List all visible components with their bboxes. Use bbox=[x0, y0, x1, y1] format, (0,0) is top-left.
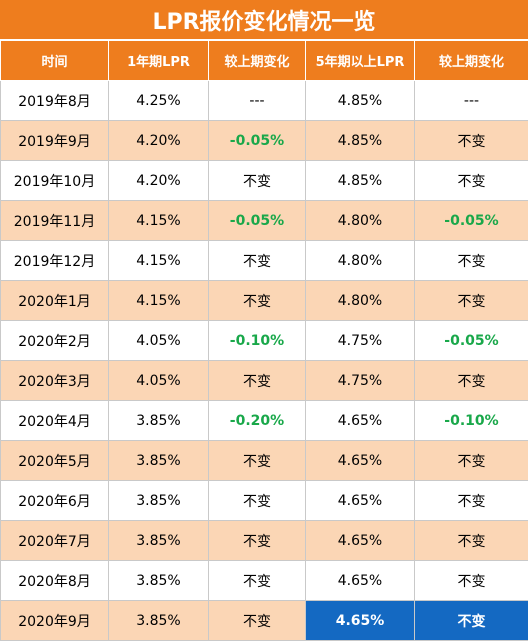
cell-5y-change: 不变 bbox=[414, 120, 528, 161]
cell-1y-lpr: 4.05% bbox=[108, 320, 209, 361]
cell-date: 2020年3月 bbox=[0, 360, 109, 401]
header-5y-change: 较上期变化 bbox=[414, 40, 528, 81]
cell-1y-change: 不变 bbox=[208, 600, 306, 641]
cell-5y-lpr: 4.85% bbox=[305, 160, 415, 201]
cell-date: 2020年8月 bbox=[0, 560, 109, 601]
cell-date: 2020年7月 bbox=[0, 520, 109, 561]
cell-1y-change: 不变 bbox=[208, 240, 306, 281]
table-row: 2019年11月 4.15% -0.05% 4.80% -0.05% bbox=[0, 200, 528, 241]
table-row: 2019年12月 4.15% 不变 4.80% 不变 bbox=[0, 240, 528, 281]
cell-5y-change: 不变 bbox=[414, 240, 528, 281]
cell-5y-change: 不变 bbox=[414, 360, 528, 401]
table-row: 2020年8月 3.85% 不变 4.65% 不变 bbox=[0, 560, 528, 601]
cell-1y-lpr: 4.20% bbox=[108, 120, 209, 161]
cell-5y-lpr: 4.65% bbox=[305, 480, 415, 521]
cell-5y-change: -0.05% bbox=[414, 200, 528, 241]
cell-date: 2020年1月 bbox=[0, 280, 109, 321]
cell-1y-lpr: 4.20% bbox=[108, 160, 209, 201]
cell-date: 2020年2月 bbox=[0, 320, 109, 361]
cell-1y-lpr: 4.15% bbox=[108, 200, 209, 241]
cell-5y-change: -0.10% bbox=[414, 400, 528, 441]
cell-1y-change: 不变 bbox=[208, 360, 306, 401]
table-row: 2020年4月 3.85% -0.20% 4.65% -0.10% bbox=[0, 400, 528, 441]
cell-1y-change: --- bbox=[208, 80, 306, 121]
cell-1y-change: 不变 bbox=[208, 480, 306, 521]
cell-5y-lpr: 4.65% bbox=[305, 400, 415, 441]
table-row: 2020年2月 4.05% -0.10% 4.75% -0.05% bbox=[0, 320, 528, 361]
cell-5y-change: 不变 bbox=[414, 280, 528, 321]
cell-1y-lpr: 3.85% bbox=[108, 400, 209, 441]
cell-5y-change: 不变 bbox=[414, 440, 528, 481]
table-row: 2020年9月 3.85% 不变 4.65% 不变 bbox=[0, 600, 528, 641]
table-row: 2020年5月 3.85% 不变 4.65% 不变 bbox=[0, 440, 528, 481]
cell-date: 2020年5月 bbox=[0, 440, 109, 481]
cell-5y-change: 不变 bbox=[414, 560, 528, 601]
cell-1y-lpr: 4.25% bbox=[108, 80, 209, 121]
cell-5y-change-highlighted: 不变 bbox=[414, 600, 528, 641]
cell-date: 2019年11月 bbox=[0, 200, 109, 241]
header-1y-lpr: 1年期LPR bbox=[108, 40, 209, 81]
cell-5y-lpr: 4.65% bbox=[305, 520, 415, 561]
table-row: 2019年9月 4.20% -0.05% 4.85% 不变 bbox=[0, 120, 528, 161]
table-row: 2020年3月 4.05% 不变 4.75% 不变 bbox=[0, 360, 528, 401]
cell-5y-lpr: 4.65% bbox=[305, 560, 415, 601]
header-5y-lpr: 5年期以上LPR bbox=[305, 40, 415, 81]
cell-5y-change: 不变 bbox=[414, 480, 528, 521]
table-row: 2020年7月 3.85% 不变 4.65% 不变 bbox=[0, 520, 528, 561]
cell-date: 2019年9月 bbox=[0, 120, 109, 161]
cell-1y-change: -0.20% bbox=[208, 400, 306, 441]
lpr-table: 时间 1年期LPR 较上期变化 5年期以上LPR 较上期变化 2019年8月 4… bbox=[0, 40, 528, 641]
cell-5y-change: 不变 bbox=[414, 520, 528, 561]
cell-date: 2020年4月 bbox=[0, 400, 109, 441]
table-title: LPR报价变化情况一览 bbox=[0, 0, 528, 40]
cell-5y-lpr: 4.85% bbox=[305, 80, 415, 121]
cell-1y-change: 不变 bbox=[208, 160, 306, 201]
cell-1y-lpr: 4.05% bbox=[108, 360, 209, 401]
header-row: 时间 1年期LPR 较上期变化 5年期以上LPR 较上期变化 bbox=[0, 40, 528, 81]
cell-1y-lpr: 3.85% bbox=[108, 600, 209, 641]
cell-1y-lpr: 4.15% bbox=[108, 240, 209, 281]
header-1y-change: 较上期变化 bbox=[208, 40, 306, 81]
table-row: 2020年6月 3.85% 不变 4.65% 不变 bbox=[0, 480, 528, 521]
cell-1y-lpr: 4.15% bbox=[108, 280, 209, 321]
cell-1y-lpr: 3.85% bbox=[108, 560, 209, 601]
cell-5y-lpr: 4.80% bbox=[305, 280, 415, 321]
cell-1y-lpr: 3.85% bbox=[108, 520, 209, 561]
cell-5y-change: -0.05% bbox=[414, 320, 528, 361]
cell-1y-change: -0.05% bbox=[208, 200, 306, 241]
cell-1y-change: -0.10% bbox=[208, 320, 306, 361]
cell-1y-change: 不变 bbox=[208, 520, 306, 561]
table-row: 2019年10月 4.20% 不变 4.85% 不变 bbox=[0, 160, 528, 201]
cell-5y-change: 不变 bbox=[414, 160, 528, 201]
cell-5y-lpr: 4.80% bbox=[305, 200, 415, 241]
table-row: 2020年1月 4.15% 不变 4.80% 不变 bbox=[0, 280, 528, 321]
table-row: 2019年8月 4.25% --- 4.85% --- bbox=[0, 80, 528, 121]
cell-1y-change: 不变 bbox=[208, 560, 306, 601]
cell-5y-lpr: 4.75% bbox=[305, 360, 415, 401]
cell-date: 2019年12月 bbox=[0, 240, 109, 281]
cell-date: 2019年8月 bbox=[0, 80, 109, 121]
header-date: 时间 bbox=[0, 40, 109, 81]
cell-date: 2020年6月 bbox=[0, 480, 109, 521]
cell-1y-change: 不变 bbox=[208, 440, 306, 481]
cell-5y-lpr-highlighted: 4.65% bbox=[305, 600, 415, 641]
cell-1y-change: 不变 bbox=[208, 280, 306, 321]
cell-5y-change: --- bbox=[414, 80, 528, 121]
cell-5y-lpr: 4.80% bbox=[305, 240, 415, 281]
cell-5y-lpr: 4.75% bbox=[305, 320, 415, 361]
cell-5y-lpr: 4.85% bbox=[305, 120, 415, 161]
cell-5y-lpr: 4.65% bbox=[305, 440, 415, 481]
cell-date: 2019年10月 bbox=[0, 160, 109, 201]
cell-1y-lpr: 3.85% bbox=[108, 440, 209, 481]
cell-1y-change: -0.05% bbox=[208, 120, 306, 161]
cell-date: 2020年9月 bbox=[0, 600, 109, 641]
cell-1y-lpr: 3.85% bbox=[108, 480, 209, 521]
